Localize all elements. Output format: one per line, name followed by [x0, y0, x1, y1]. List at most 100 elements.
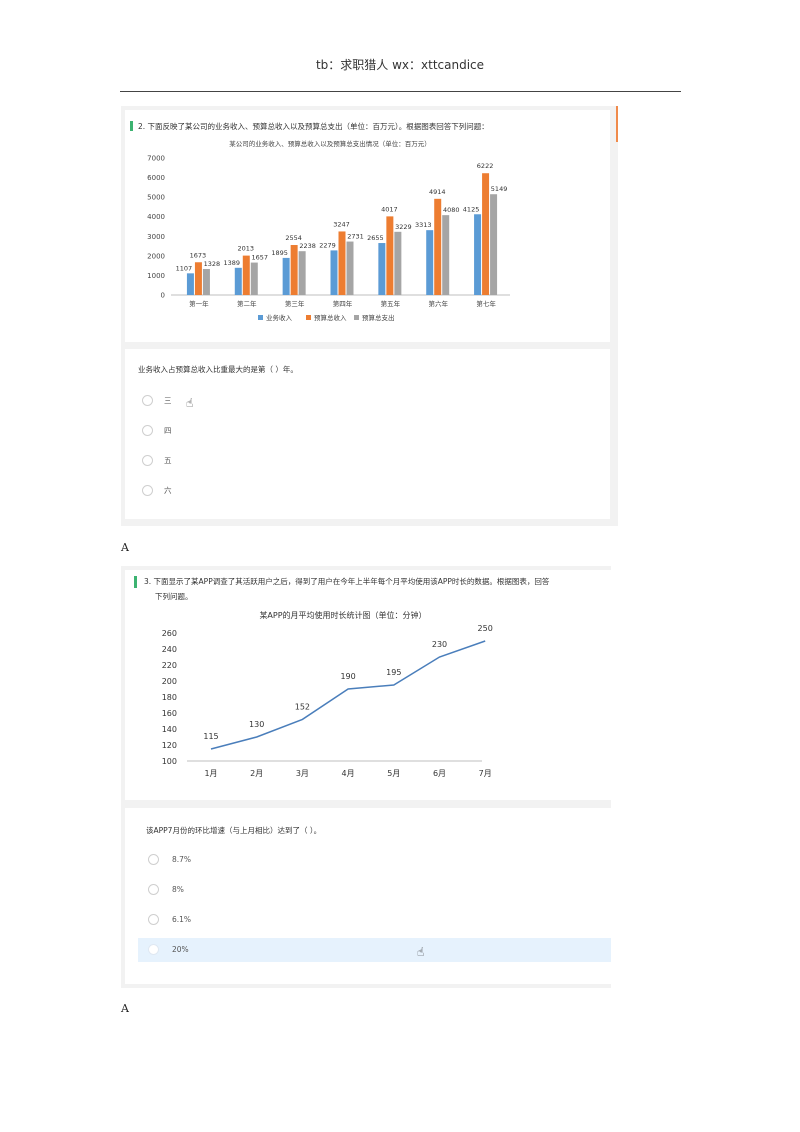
q3-option-radio[interactable] — [148, 914, 159, 925]
x-tick-label: 第二年 — [237, 299, 257, 308]
data-label: 4017 — [381, 205, 398, 213]
bar — [386, 216, 394, 295]
q2-chart-card — [125, 110, 610, 342]
x-tick-label: 4月 — [342, 769, 355, 778]
chart-title: 某APP的月平均使用时长统计图（单位：分钟） — [259, 610, 426, 620]
bar — [202, 269, 210, 295]
q3-prompt-line2: 下列问题。 — [155, 592, 193, 601]
q3-option-radio[interactable] — [148, 854, 159, 865]
legend-label: 预算总支出 — [362, 313, 395, 322]
bar — [490, 194, 498, 295]
x-tick-label: 1月 — [204, 769, 217, 778]
x-tick-label: 3月 — [296, 769, 309, 778]
bar — [330, 250, 338, 295]
y-tick-label: 240 — [162, 645, 177, 654]
data-label: 2279 — [319, 241, 336, 249]
y-tick-label: 7000 — [147, 155, 165, 163]
q2-option-label[interactable]: 四 — [164, 426, 172, 435]
x-tick-label: 7月 — [479, 769, 492, 778]
data-label: 2731 — [347, 233, 364, 241]
q2-question: 业务收入占预算总收入比重最大的是第（ ）年。 — [138, 365, 298, 374]
data-label: 4914 — [429, 188, 446, 196]
data-label: 1107 — [176, 264, 193, 272]
q2-answer: A — [121, 541, 129, 554]
data-label: 1328 — [204, 260, 221, 268]
q3-option-highlight[interactable] — [138, 938, 611, 962]
bar — [290, 245, 298, 295]
data-label: 2013 — [238, 245, 255, 253]
data-label: 2554 — [285, 234, 302, 242]
data-label: 250 — [478, 624, 493, 633]
q2-option-label[interactable]: 五 — [164, 456, 172, 465]
x-tick-label: 6月 — [433, 769, 446, 778]
x-tick-label: 第六年 — [428, 299, 448, 308]
q2-option-label[interactable]: 六 — [164, 486, 172, 495]
bar — [434, 198, 442, 295]
bar — [482, 173, 490, 295]
x-tick-label: 5月 — [387, 769, 400, 778]
y-tick-label: 180 — [162, 693, 177, 702]
q3-answer: A — [121, 1002, 129, 1015]
data-label: 130 — [249, 720, 264, 729]
y-tick-label: 200 — [162, 677, 177, 686]
data-label: 3313 — [415, 221, 432, 229]
q3-option-radio[interactable] — [148, 944, 159, 955]
q2-question-card — [125, 349, 610, 519]
q2-option-label[interactable]: 三 — [164, 396, 172, 405]
x-tick-label: 第一年 — [189, 299, 209, 308]
y-tick-label: 140 — [162, 725, 177, 734]
q2-option-radio[interactable] — [142, 395, 153, 406]
data-label: 4080 — [443, 206, 460, 214]
bar — [378, 243, 386, 295]
data-label: 5149 — [491, 185, 508, 193]
y-tick-label: 220 — [162, 661, 177, 670]
hand-cursor-icon: ☝ — [417, 945, 425, 959]
bar — [474, 214, 482, 295]
q3-question: 该APP7月份的环比增速（与上月相比）达到了（ ）。 — [146, 826, 322, 835]
data-label: 3247 — [333, 220, 350, 228]
q3-prompt-line1: 3. 下面显示了某APP调查了其活跃用户之后，得到了用户在今年上半年每个月平均使… — [144, 577, 550, 586]
data-label: 190 — [340, 672, 355, 681]
y-tick-label: 0 — [161, 292, 165, 300]
data-label: 230 — [432, 640, 447, 649]
data-label: 2655 — [367, 234, 384, 242]
q2-option-radio[interactable] — [142, 485, 153, 496]
q2-option-radio[interactable] — [142, 425, 153, 436]
q3-option-label[interactable]: 8.7% — [172, 855, 192, 864]
data-label: 1673 — [190, 251, 207, 259]
bar — [442, 215, 450, 295]
legend-swatch — [354, 315, 359, 320]
q3-option-label[interactable]: 8% — [172, 885, 184, 894]
bar — [282, 257, 290, 295]
data-label: 152 — [295, 702, 310, 711]
q3-option-label[interactable]: 6.1% — [172, 915, 192, 924]
y-tick-label: 5000 — [147, 194, 165, 202]
y-tick-label: 3000 — [147, 233, 165, 241]
y-tick-label: 2000 — [147, 252, 165, 260]
legend-label: 预算总收入 — [314, 313, 347, 322]
header-rule — [120, 91, 681, 92]
data-label: 1657 — [252, 254, 269, 262]
x-tick-label: 第七年 — [476, 299, 496, 308]
q2-edge-accent — [616, 106, 618, 142]
data-label: 115 — [203, 732, 218, 741]
legend-label: 业务收入 — [266, 313, 293, 322]
y-tick-label: 4000 — [147, 213, 165, 221]
q3-option-label[interactable]: 20% — [172, 945, 189, 954]
q3-chart-card — [125, 570, 611, 800]
x-tick-label: 第五年 — [381, 299, 401, 308]
q3-line-chart: 某APP的月平均使用时长统计图（单位：分钟） 260 240 220 200 180 16… — [162, 610, 493, 778]
q3-option-radio[interactable] — [148, 884, 159, 895]
series-line — [210, 640, 486, 750]
q2-option-radio[interactable] — [142, 455, 153, 466]
hand-cursor-icon: ☝ — [186, 396, 194, 410]
bar — [346, 241, 354, 295]
chart-title: 某公司的业务收入、预算总收入以及预算总支出情况（单位：百万元） — [229, 139, 431, 148]
bar — [394, 231, 402, 295]
x-tick-label: 2月 — [250, 769, 263, 778]
bar — [194, 262, 202, 295]
legend-swatch — [306, 315, 311, 320]
bar — [250, 262, 258, 295]
q2-prompt: 2. 下面反映了某公司的业务收入、预算总收入以及预算总支出（单位：百万元）。根据… — [138, 122, 489, 131]
data-label: 3229 — [395, 223, 412, 231]
